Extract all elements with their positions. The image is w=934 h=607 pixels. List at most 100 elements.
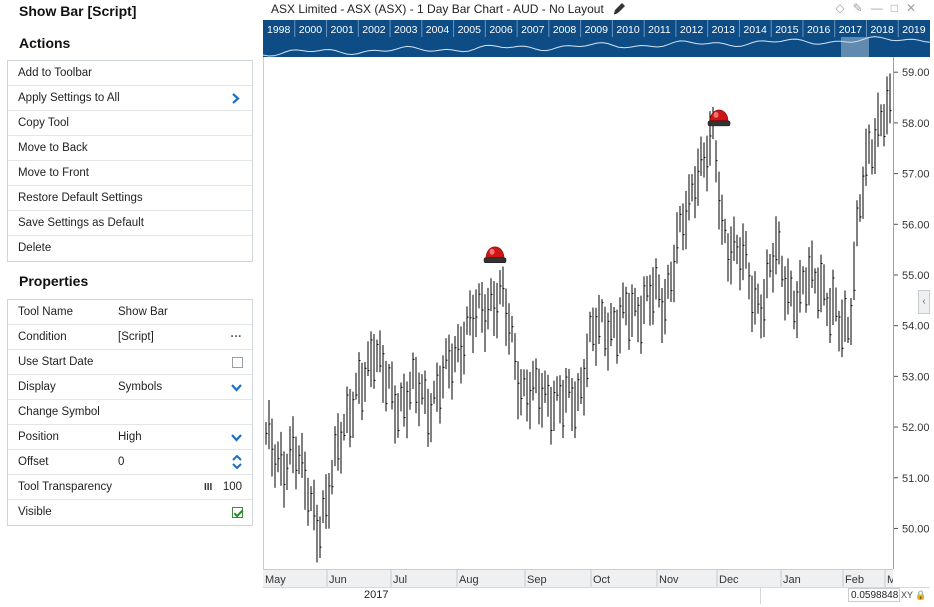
action-label: Restore Default Settings [18,192,143,204]
actions-list: Add to Toolbar Apply Settings to All Copy … [7,60,253,262]
action-delete[interactable]: Delete [8,236,252,261]
condition-edit-button[interactable]: ··· [230,331,243,343]
overview-year-label: 2008 [553,24,577,36]
overview-navigator[interactable]: 1998 2000 2001 2002 2003 2004 2005 2006 2007 2008… [262,20,931,57]
cursor-readout: 0.0598848 [848,588,900,602]
property-label: Condition [18,331,67,343]
overview-year-label: 2014 [743,24,767,36]
transparency-value[interactable]: 100 [222,481,242,493]
price-bars[interactable] [264,57,893,569]
property-tool-name[interactable]: Tool Name Show Bar [8,300,252,325]
date-axis[interactable]: May Jun Jul Aug Sep Oct Nov Dec Jan Feb M [263,569,896,588]
use-start-date-checkbox[interactable] [232,357,243,368]
property-position[interactable]: Position High [8,425,252,450]
property-offset[interactable]: Offset 0 [8,450,252,475]
property-label: Offset [18,456,49,468]
slider-icon[interactable]: III [204,482,213,493]
chevron-right-icon[interactable] [232,93,240,104]
price-tick-label: 52.00 [902,422,930,434]
xy-toggle-button[interactable]: XY 🔒 [901,588,927,602]
price-tick-label: 50.00 [902,523,930,535]
month-label: Jan [783,574,801,586]
visible-checkbox[interactable] [232,507,243,518]
overview-chart[interactable]: 1998 2000 2001 2002 2003 2004 2005 2006 2007 2008… [262,20,931,57]
maximize-icon[interactable]: □ [890,1,906,15]
condition-value[interactable]: [Script] [118,331,154,343]
overview-year-label: 2006 [489,24,513,36]
siren-icon[interactable] [707,109,731,127]
property-change-symbol[interactable]: Change Symbol [8,400,252,425]
month-label: Jul [393,574,407,586]
action-label: Move to Back [18,142,88,154]
overview-year-label: 1998 [267,24,291,36]
close-icon[interactable]: ✕ [905,1,924,15]
minimize-icon[interactable]: — [870,1,891,15]
xy-label: XY [901,590,913,600]
action-label: Delete [18,242,52,254]
pencil-icon[interactable] [613,2,627,15]
chevron-down-icon[interactable] [231,425,242,452]
action-label: Copy Tool [18,117,69,129]
pin-icon[interactable]: ✎ [852,1,871,15]
property-use-start-date[interactable]: Use Start Date [8,350,252,375]
properties-list: Tool Name Show Bar Condition [Script] ··… [7,299,253,526]
price-axis-labels: 59.00 58.00 57.00 56.00 55.00 54.00 53.00 52.00… [894,67,930,535]
month-label: Feb [845,574,864,586]
property-tool-transparency[interactable]: Tool Transparency III 100 [8,475,252,500]
price-tick-label: 56.00 [902,219,930,231]
properties-heading: Properties [19,273,89,289]
ohlc-bars [265,73,892,563]
property-visible[interactable]: Visible [8,500,252,525]
action-label: Save Settings as Default [18,217,144,229]
month-label: Sep [527,574,547,586]
link-icon[interactable]: ◇ [835,1,853,15]
siren-icon[interactable] [483,246,507,264]
overview-year-label: 2001 [331,24,355,36]
overview-selection-window[interactable] [841,37,869,57]
spinner-icon[interactable] [232,450,242,479]
property-label: Use Start Date [18,356,94,368]
change-symbol-button[interactable]: Change Symbol [18,406,100,418]
overview-year-label: 2000 [299,24,323,36]
property-condition[interactable]: Condition [Script] ··· [8,325,252,350]
overview-year-label: 2004 [426,24,450,36]
action-save-settings-as-default[interactable]: Save Settings as Default [8,211,252,236]
month-label: Aug [459,574,479,586]
chart-title-text: ASX Limited - ASX (ASX) - 1 Day Bar Char… [271,2,604,16]
overview-year-label: 2015 [775,24,799,36]
price-tick-label: 55.00 [902,270,930,282]
action-add-to-toolbar[interactable]: Add to Toolbar [8,61,252,86]
property-label: Display [18,381,56,393]
month-label: Dec [719,574,739,586]
property-display[interactable]: Display Symbols [8,375,252,400]
action-move-to-back[interactable]: Move to Back [8,136,252,161]
offset-field[interactable]: 0 [118,456,125,468]
action-apply-settings-to-all[interactable]: Apply Settings to All [8,86,252,111]
action-copy-tool[interactable]: Copy Tool [8,111,252,136]
chevron-down-icon[interactable] [231,375,242,402]
divider [760,588,761,604]
price-tick-label: 53.00 [902,371,930,383]
chart-window: ASX Limited - ASX (ASX) - 1 Day Bar Char… [262,0,931,607]
price-tick-label: 51.00 [902,473,930,485]
price-plot-area[interactable] [263,57,893,569]
overview-price-line [262,36,931,57]
lock-icon[interactable]: 🔒 [915,590,927,600]
month-label: Jun [329,574,347,586]
overview-year-label: 2017 [839,24,863,36]
price-tick-label: 54.00 [902,321,930,333]
action-move-to-front[interactable]: Move to Front [8,161,252,186]
side-panel-toggle[interactable]: ‹ [918,290,930,314]
display-select[interactable]: Symbols [118,381,163,393]
overview-year-label: 2005 [458,24,482,36]
action-restore-default-settings[interactable]: Restore Default Settings [8,186,252,211]
overview-year-label: 2011 [648,24,671,36]
overview-year-label: 2007 [521,24,545,36]
tool-name-field[interactable]: Show Bar [118,306,168,318]
overview-year-label: 2009 [585,24,609,36]
overview-year-label: 2019 [902,24,926,36]
position-select[interactable]: High [118,431,142,443]
property-label: Tool Transparency [18,481,112,493]
overview-year-label: 2003 [394,24,418,36]
action-label: Apply Settings to All [18,92,120,104]
